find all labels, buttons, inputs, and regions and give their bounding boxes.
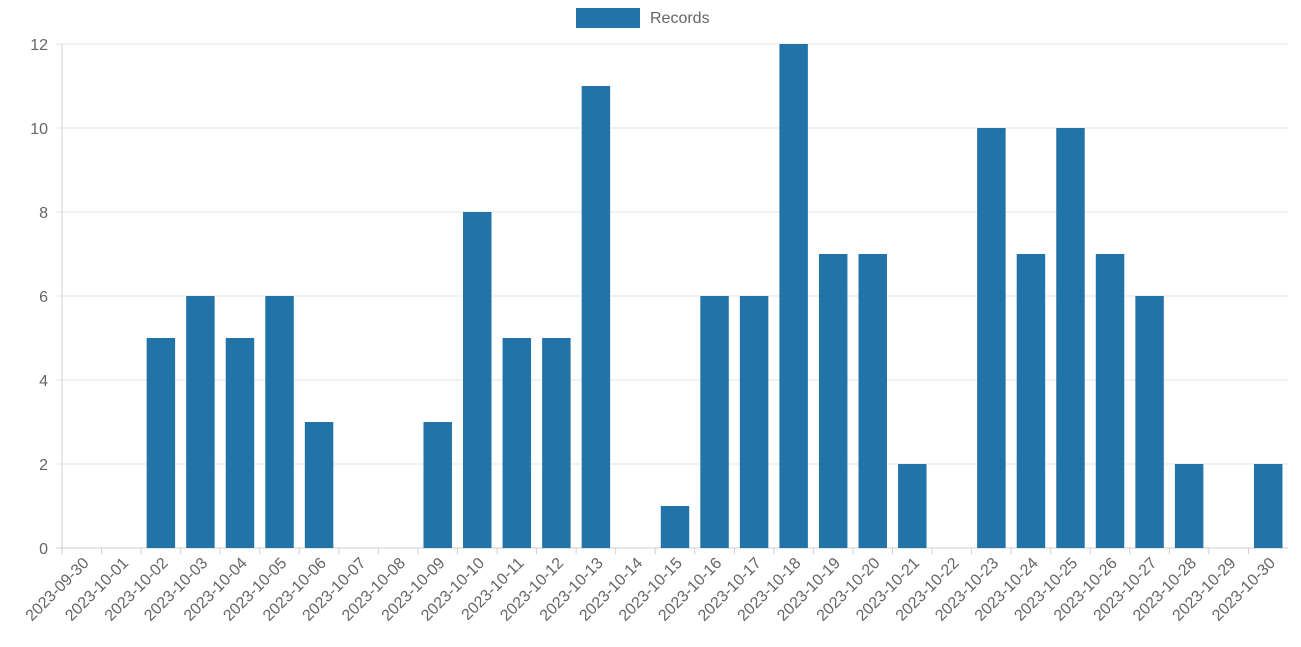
bar-2023-10-18[interactable] <box>779 44 808 548</box>
bar-2023-10-27[interactable] <box>1135 296 1164 548</box>
y-tick-label: 2 <box>39 457 48 474</box>
bar-2023-10-30[interactable] <box>1253 464 1283 548</box>
bar-2023-10-09[interactable] <box>423 422 452 548</box>
legend-label: Records <box>650 10 710 27</box>
y-tick-label: 10 <box>30 121 48 138</box>
bar-2023-10-06[interactable] <box>304 422 334 548</box>
bars <box>146 44 1283 548</box>
bar-2023-10-17[interactable] <box>739 296 769 548</box>
y-tick-label: 8 <box>39 205 48 222</box>
bar-2023-10-16[interactable] <box>700 296 729 548</box>
y-axis-ticks: 0 2 4 6 8 10 12 <box>30 37 48 558</box>
bar-2023-10-10[interactable] <box>463 212 492 548</box>
bar-2023-10-25[interactable] <box>1056 128 1085 548</box>
bar-2023-10-24[interactable] <box>1016 254 1046 548</box>
gridlines <box>56 43 1288 554</box>
legend-swatch <box>576 8 640 28</box>
bar-2023-10-19[interactable] <box>818 254 848 548</box>
y-tick-label: 12 <box>30 37 48 54</box>
bar-2023-10-02[interactable] <box>146 338 176 548</box>
bar-2023-10-12[interactable] <box>542 338 571 548</box>
y-tick-label: 0 <box>39 541 48 558</box>
bar-2023-10-03[interactable] <box>186 296 215 548</box>
bar-2023-10-21[interactable] <box>898 464 927 548</box>
bar-2023-10-13[interactable] <box>581 86 611 548</box>
bar-2023-10-15[interactable] <box>660 506 690 548</box>
bar-2023-10-26[interactable] <box>1095 254 1125 548</box>
legend[interactable]: Records <box>576 8 710 28</box>
y-tick-label: 4 <box>39 373 48 390</box>
bar-2023-10-04[interactable] <box>225 338 255 548</box>
bar-2023-10-23[interactable] <box>977 128 1006 548</box>
bar-2023-10-05[interactable] <box>265 296 294 548</box>
bar-2023-10-11[interactable] <box>502 338 532 548</box>
bar-2023-10-28[interactable] <box>1174 464 1204 548</box>
y-tick-label: 6 <box>39 289 48 306</box>
bar-2023-10-20[interactable] <box>858 254 887 548</box>
x-axis-ticks: 2023-09-302023-10-012023-10-022023-10-03… <box>23 548 1279 625</box>
